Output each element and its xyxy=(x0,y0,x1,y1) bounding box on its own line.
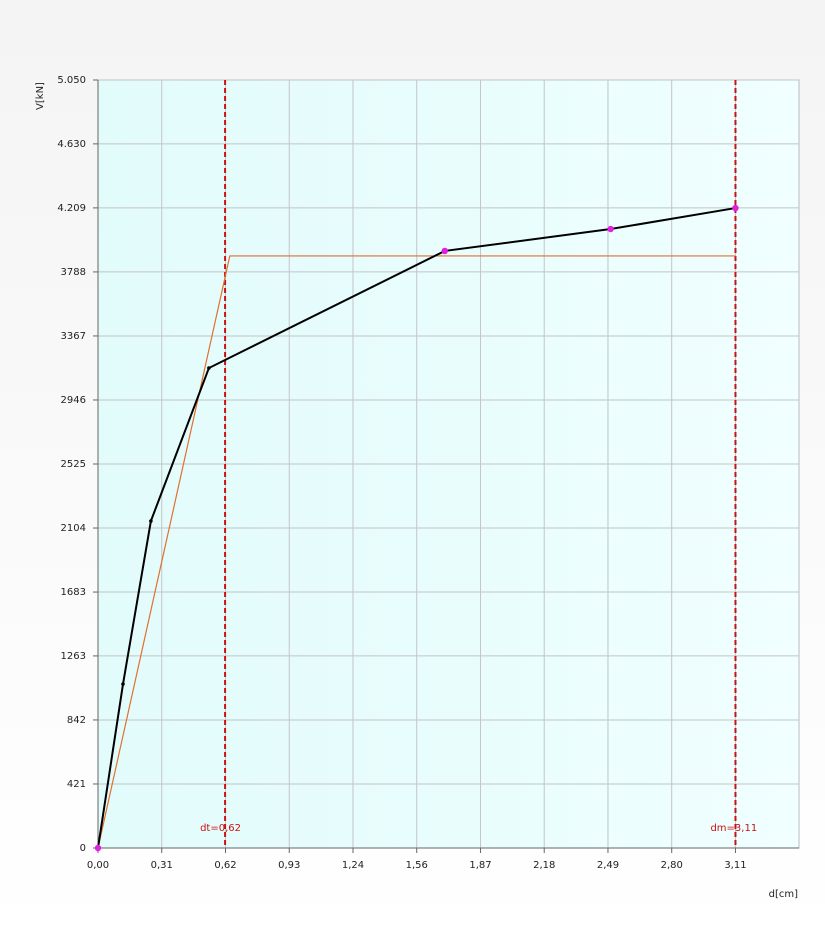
y-tick-label: 2104 xyxy=(61,523,86,534)
series-line xyxy=(97,255,736,849)
y-tick-label: 3788 xyxy=(61,267,86,278)
x-tick-label: 0,62 xyxy=(214,860,236,871)
x-tick-label: 1,87 xyxy=(469,860,491,871)
x-axis-label: d[cm] xyxy=(769,889,798,900)
y-tick-label: 1263 xyxy=(61,651,86,662)
x-tick-label: 2,80 xyxy=(661,860,683,871)
data-point xyxy=(94,844,102,852)
y-tick-label: 1683 xyxy=(61,587,86,598)
data-point xyxy=(732,204,739,212)
data-point xyxy=(441,247,449,255)
x-tick-label: 3,11 xyxy=(724,860,746,871)
x-tick-label: 0,93 xyxy=(278,860,300,871)
y-tick-label: 421 xyxy=(67,779,86,790)
x-tick-label: 2,18 xyxy=(533,860,555,871)
x-tick-label: 0,31 xyxy=(151,860,173,871)
y-tick-label: 2946 xyxy=(61,395,86,406)
x-tick-label: 1,24 xyxy=(342,860,364,871)
data-point xyxy=(121,682,125,686)
y-tick-label: 5.050 xyxy=(57,75,86,86)
data-point xyxy=(207,366,211,370)
reference-label: dm=3,11 xyxy=(710,823,757,834)
x-tick-label: 2,49 xyxy=(597,860,619,871)
y-tick-label: 0 xyxy=(80,843,86,854)
y-axis-label: V[kN] xyxy=(35,82,46,110)
y-tick-label: 2525 xyxy=(61,459,86,470)
data-point xyxy=(149,519,153,523)
y-tick-label: 3367 xyxy=(61,331,86,342)
y-tick-label: 4.630 xyxy=(57,139,86,150)
data-point xyxy=(607,225,614,233)
y-tick-label: 842 xyxy=(67,715,86,726)
reference-label: dt=0,62 xyxy=(200,823,241,834)
y-tick-label: 4.209 xyxy=(57,203,86,214)
x-tick-label: 0,00 xyxy=(87,860,109,871)
x-tick-label: 1,56 xyxy=(406,860,428,871)
